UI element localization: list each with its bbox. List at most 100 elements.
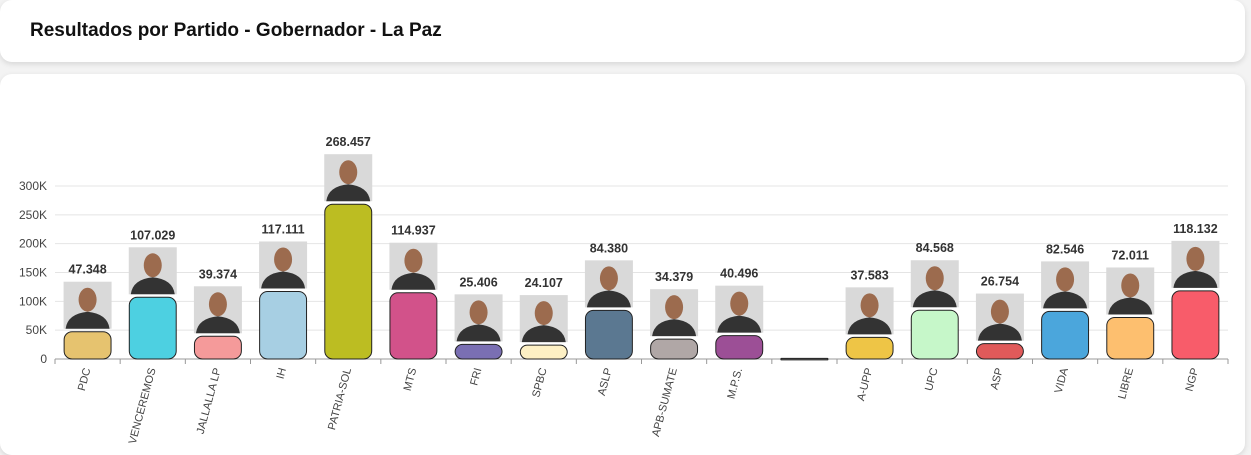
candidate-photo [975, 293, 1024, 341]
photo-body [391, 272, 436, 290]
x-tick-label: IH [275, 367, 289, 381]
value-label: 114.937 [391, 224, 436, 238]
x-tick-label: PATRIA-SOL [326, 367, 354, 432]
value-label: 25.406 [459, 275, 497, 289]
candidate-photo [650, 289, 699, 337]
photo-head [339, 160, 358, 185]
bar [1106, 316, 1155, 360]
photo-head [665, 295, 684, 320]
bar [454, 343, 503, 360]
bar [780, 357, 829, 361]
candidate-photo [1041, 261, 1090, 309]
x-tick-label: FRI [468, 367, 484, 387]
bar [324, 203, 373, 360]
photo-body [261, 271, 306, 289]
bar [650, 338, 699, 360]
photo-body [912, 290, 957, 308]
photo-head [925, 266, 944, 291]
photo-head [534, 301, 553, 326]
y-tick-label: 150K [19, 266, 47, 280]
bar [975, 343, 1024, 360]
photo-body [65, 311, 110, 329]
candidate-photo [845, 287, 894, 335]
value-label: 24.107 [525, 276, 563, 290]
y-tick-label: 200K [19, 237, 47, 251]
header-card: Resultados por Partido - Gobernador - La… [0, 0, 1245, 62]
photo-head [404, 248, 423, 273]
value-label: 107.029 [130, 228, 175, 242]
y-tick-label: 250K [19, 208, 47, 222]
bar [584, 309, 633, 360]
photo-head [1121, 273, 1140, 298]
bar [519, 344, 568, 360]
value-label: 40.496 [720, 267, 758, 281]
bar [193, 335, 242, 360]
candidate-photo [389, 242, 438, 290]
bar [259, 290, 308, 360]
y-tick-label: 100K [19, 294, 47, 308]
photo-head [730, 291, 749, 316]
x-tick-label: VIDA [1053, 366, 1071, 395]
photo-body [521, 325, 566, 343]
value-label: 26.754 [981, 275, 1019, 289]
photo-head [469, 300, 488, 325]
photo-body [1043, 291, 1088, 309]
x-tick-label: SPBC [530, 367, 549, 399]
x-tick-label: MTS [402, 367, 420, 393]
x-tick-label: A-UPP [855, 367, 875, 403]
photo-body [586, 290, 631, 308]
candidate-photo [1106, 267, 1155, 315]
photo-body [130, 277, 175, 295]
y-tick-label: 0 [40, 352, 47, 366]
y-tick-label: 300K [19, 179, 47, 193]
y-tick-label: 50K [26, 323, 47, 337]
value-label: 84.380 [590, 241, 628, 255]
bar [910, 309, 959, 360]
value-label: 34.379 [655, 270, 693, 284]
photo-head [990, 299, 1009, 324]
photo-head [143, 253, 162, 278]
bar [715, 335, 764, 360]
value-label: 117.111 [262, 222, 305, 236]
bar [1171, 290, 1220, 360]
x-tick-label: NGP [1184, 367, 1202, 393]
x-tick-label: PDC [76, 367, 94, 393]
chart-title: Resultados por Partido - Gobernador - La… [30, 20, 442, 41]
bar [1041, 310, 1090, 360]
candidate-photo [715, 285, 764, 333]
candidate-photo [454, 294, 503, 342]
value-label: 82.546 [1046, 242, 1084, 256]
x-tick-label: UPC [923, 367, 941, 393]
x-tick-label: JALLALLA LP [195, 367, 224, 436]
photo-body [717, 315, 762, 333]
candidate-photo [1171, 240, 1220, 288]
photo-body [977, 323, 1022, 341]
x-tick-label: VENCEREMOS [127, 367, 159, 446]
value-label: 47.348 [68, 263, 106, 277]
photo-head [274, 247, 293, 272]
photo-head [1056, 267, 1075, 292]
bar [389, 292, 438, 360]
bar [845, 336, 894, 360]
photo-body [652, 319, 697, 337]
candidate-photo [584, 260, 633, 308]
photo-body [1108, 297, 1153, 315]
value-label: 268.457 [326, 135, 371, 149]
value-label: 84.568 [916, 241, 954, 255]
photo-head [1186, 246, 1205, 271]
photo-head [78, 287, 97, 312]
x-tick-label: APB-SUMATE [650, 367, 680, 438]
candidate-photo [519, 295, 568, 343]
x-tick-label: ASP [989, 367, 1006, 391]
candidate-photo [259, 241, 308, 289]
photo-body [847, 317, 892, 335]
value-label: 39.374 [199, 267, 237, 281]
value-label: 72.011 [1111, 248, 1149, 262]
candidate-photo [324, 154, 373, 202]
photo-head [599, 266, 618, 291]
value-label: 37.583 [850, 268, 888, 282]
value-label: 118.132 [1173, 222, 1218, 236]
photo-head [860, 293, 879, 318]
